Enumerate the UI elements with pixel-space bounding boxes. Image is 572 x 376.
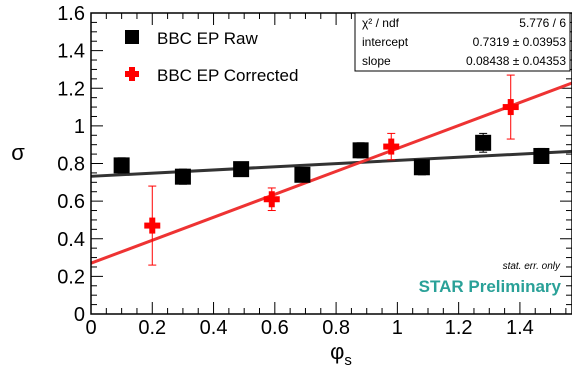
x-tick-label: 0.4 [200,317,228,339]
corrected-point [383,132,400,161]
fit-stats-frame [354,12,571,72]
fit-stats-label-chi2: χ² / ndf [362,16,400,30]
x-tick-label: 1 [392,317,403,339]
y-tick-label: 0.4 [57,229,85,251]
x-tick-label: 1.4 [506,317,534,339]
x-tick-label: 0 [85,317,96,339]
square-marker [233,161,250,178]
square-marker [533,147,550,164]
y-tick-label: 1.4 [57,41,85,63]
y-tick-label: 0 [74,304,85,326]
raw-point [352,142,369,159]
plot-frame [90,12,572,315]
tick-labels: 0 0.2 0.4 0.6 0.8 1 1.2 1.4 0 0.2 0.4 0.6 0.8 1 1.2 1.4… [57,3,534,339]
corrected-point [144,185,161,266]
fit-stats-box: χ² / ndf 5.776 / 6 intercept 0.7319 ± 0.… [354,12,571,72]
legend-label-raw: BBC EP Raw [157,29,259,48]
raw-point [113,157,130,174]
raw-point [533,147,550,164]
corrected-point [263,187,280,212]
x-axis-title-main: φ [330,339,344,364]
legend-marker-corrected [125,67,139,81]
raw-point [174,168,191,185]
fit-line-corrected [90,81,572,265]
square-marker [475,134,492,151]
data-points [113,74,550,266]
x-axis-title-sub: s [344,352,352,369]
y-tick-label: 1.2 [57,78,85,100]
x-tick-label: 1.2 [445,317,473,339]
square-marker [113,157,130,174]
square-marker [294,166,311,183]
stat-error-note: stat. err. only [503,261,561,272]
cross-marker-v [268,191,275,208]
raw-point [233,161,250,178]
y-axis-title: σ [11,140,25,165]
square-marker [174,168,191,185]
fit-stats-label-slope: slope [362,54,391,68]
fit-stats-value-chi2: 5.776 / 6 [519,16,566,30]
y-tick-label: 1.6 [57,3,85,25]
fit-stats-value-intercept: 0.7319 ± 0.03953 [473,35,567,49]
legend: BBC EP Raw BBC EP Corrected [125,29,298,85]
raw-point [294,166,311,183]
corrected-point [502,74,519,140]
legend-label-corrected: BBC EP Corrected [157,66,298,85]
square-marker [413,159,430,176]
y-tick-label: 1 [74,116,85,138]
fit-stats-value-slope: 0.08438 ± 0.04353 [466,54,566,68]
raw-point [475,132,492,153]
cross-marker-v [507,99,514,116]
legend-marker-raw [125,30,139,44]
fit-line-raw [90,149,572,178]
raw-point [413,159,430,176]
x-axis-title: φs [330,339,352,369]
fit-stats-label-intercept: intercept [362,35,409,49]
preliminary-label: STAR Preliminary [419,277,562,296]
y-tick-label: 0.2 [57,266,85,288]
x-tick-label: 0.2 [138,317,166,339]
x-tick-label: 0.6 [261,317,289,339]
square-marker [352,142,369,159]
cross-marker-v [388,138,395,155]
y-tick-label: 0.6 [57,191,85,213]
fit-lines [90,81,572,265]
y-tick-label: 0.8 [57,154,85,176]
x-tick-label: 0.8 [322,317,350,339]
cross-marker-v [149,217,156,234]
